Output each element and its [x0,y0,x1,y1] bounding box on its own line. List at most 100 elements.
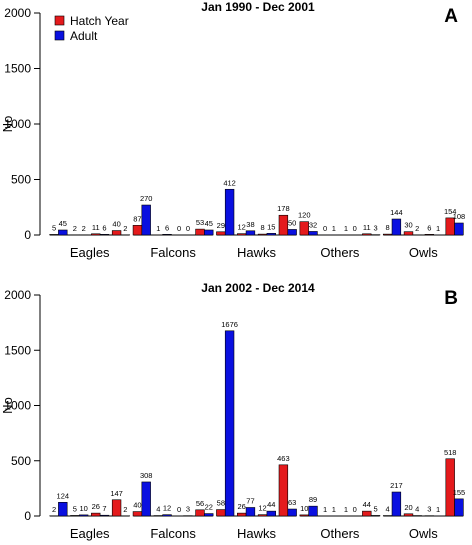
bar [91,512,101,517]
data-label: 1 [332,505,336,514]
y-tick-label: 2000 [4,288,31,302]
data-label: 11 [92,223,100,232]
bar [78,514,89,517]
data-label: 3 [186,505,190,514]
bar [49,234,59,236]
data-label: 89 [309,495,317,504]
data-label: 10 [79,504,87,513]
category-label: Falcons [150,245,196,260]
bar [204,229,214,236]
data-label: 1 [344,505,348,514]
data-label: 87 [133,214,141,223]
data-label: 12 [238,223,246,232]
data-label: 10 [300,504,308,513]
data-label: 44 [363,500,371,509]
data-label: 1 [156,224,160,233]
bar [299,221,309,236]
bar [99,234,110,236]
data-label: 0 [177,505,181,514]
legend-label: Hatch Year [70,14,129,28]
data-label: 412 [223,178,236,187]
data-label: 178 [277,204,290,213]
data-label: 26 [92,502,100,511]
legend-swatch [54,30,65,41]
bar [245,230,256,236]
y-tick-label: 1500 [4,343,31,357]
bar [445,458,455,517]
data-label: 2 [123,505,127,514]
bar [362,510,372,517]
bar [308,231,318,236]
bar [141,204,151,236]
data-label: 45 [205,219,213,228]
bar [382,233,393,236]
bar [391,491,402,517]
bar [424,234,435,236]
data-label: 63 [288,498,296,507]
category-label: Eagles [70,526,110,541]
data-label: 5 [52,223,56,232]
y-axis-label: No [0,397,15,414]
data-label: 53 [196,218,204,227]
y-tick-label: 2000 [4,6,31,20]
data-label: 77 [246,496,254,505]
data-label: 44 [267,500,275,509]
bar [224,188,235,236]
data-label: 6 [102,223,106,232]
data-label: 20 [404,503,412,512]
data-label: 40 [112,220,120,229]
bar [216,509,226,517]
data-label: 1676 [221,320,238,329]
bar [278,464,289,517]
y-tick-label: 0 [24,228,31,242]
data-label: 154 [444,207,457,216]
data-label: 1 [323,505,327,514]
data-label: 38 [246,220,254,229]
category-label: Falcons [150,526,196,541]
data-label: 1 [436,505,440,514]
bar [58,501,68,517]
bar [266,510,276,517]
bar [287,508,297,517]
bar [257,514,268,517]
category-label: Owls [409,245,438,260]
data-label: 3 [427,505,431,514]
bar [132,225,143,236]
bar [162,514,172,517]
y-tick-label: 0 [24,509,31,523]
data-label: 108 [453,212,466,221]
data-label: 0 [323,224,327,233]
data-label: 58 [217,499,225,508]
data-label: 11 [363,223,371,232]
panel-letter: B [444,288,458,309]
data-label: 15 [267,222,275,231]
bar [204,513,214,517]
category-label: Hawks [237,526,277,541]
data-label: 4 [386,505,390,514]
y-tick-label: 1000 [4,117,31,131]
bar [391,218,402,236]
panel-title: Jan 2002 - Dec 2014 [201,281,315,295]
data-label: 1 [436,224,440,233]
bar [70,515,80,517]
data-label: 463 [277,454,290,463]
data-label: 7 [102,504,106,513]
data-label: 308 [140,471,153,480]
data-label: 0 [353,224,357,233]
bar [91,233,101,236]
category-label: Hawks [237,245,277,260]
data-label: 0 [353,505,357,514]
data-label: 518 [444,448,457,457]
y-tick-label: 500 [11,454,31,468]
category-label: Others [320,245,360,260]
data-label: 2 [52,505,56,514]
y-tick-label: 500 [11,173,31,187]
legend-label: Adult [70,29,98,43]
bar [195,228,205,236]
bar [287,229,297,236]
category-label: Eagles [70,245,110,260]
data-label: 45 [59,219,67,228]
panel-title: Jan 1990 - Dec 2001 [201,0,315,14]
data-label: 56 [196,499,204,508]
